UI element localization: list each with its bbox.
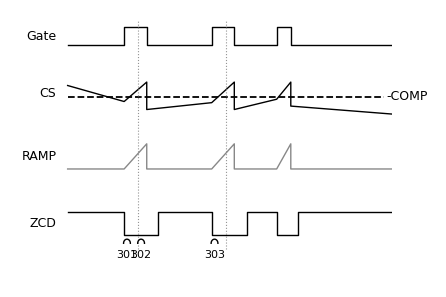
Text: CS: CS bbox=[40, 87, 56, 100]
Text: 302: 302 bbox=[131, 250, 152, 260]
Text: ZCD: ZCD bbox=[29, 217, 56, 230]
Text: Gate: Gate bbox=[26, 30, 56, 43]
Text: RAMP: RAMP bbox=[21, 150, 56, 163]
Text: -COMP: -COMP bbox=[387, 91, 428, 103]
Text: 303: 303 bbox=[204, 250, 225, 260]
Text: 301: 301 bbox=[116, 250, 137, 260]
